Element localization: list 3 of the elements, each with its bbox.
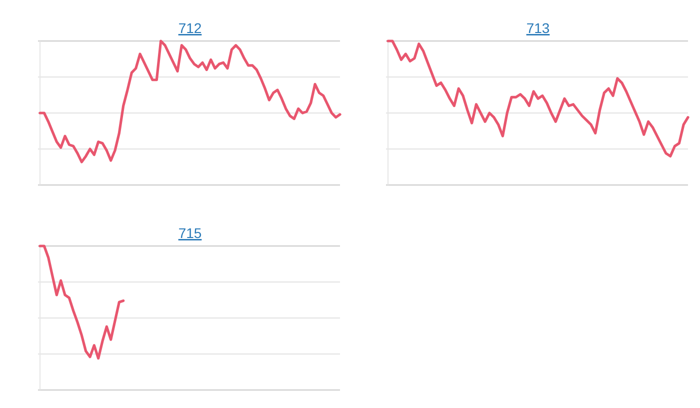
- chart-title: 713: [526, 20, 550, 36]
- chart-title: 715: [178, 225, 202, 241]
- chart-title: 712: [178, 20, 202, 36]
